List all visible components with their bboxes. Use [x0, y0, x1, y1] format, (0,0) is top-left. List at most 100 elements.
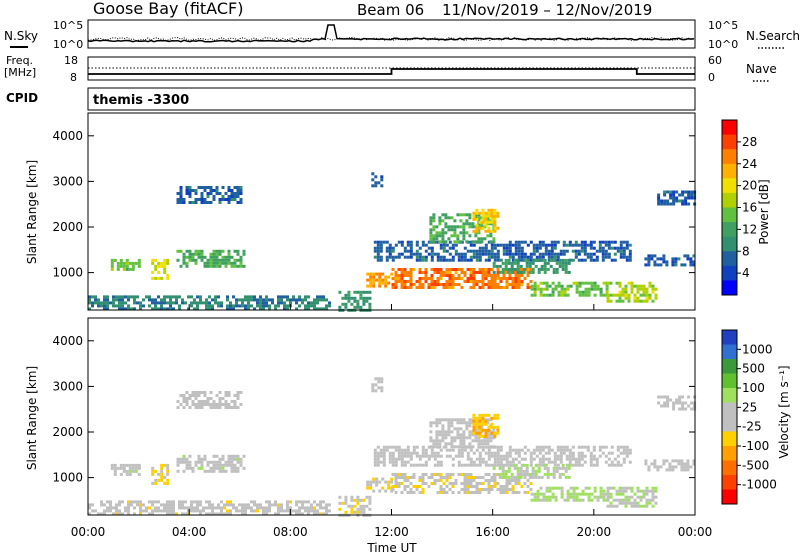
heatmap-cell — [182, 255, 186, 259]
heatmap-cell — [462, 430, 466, 434]
heatmap-cell — [618, 281, 622, 285]
heatmap-cell — [542, 287, 546, 291]
heatmap-cell — [197, 394, 201, 397]
heatmap-cell — [558, 258, 562, 262]
heatmap-cell — [409, 268, 413, 271]
heatmap-cell — [447, 225, 451, 229]
heatmap-cell — [618, 299, 622, 303]
heatmap-cell — [418, 454, 422, 458]
heatmap-cell — [160, 472, 164, 476]
heatmap-cell — [498, 463, 502, 467]
heatmap-cell — [586, 252, 590, 256]
heatmap-cell — [347, 299, 351, 303]
x-tick-label: 04:00 — [172, 525, 207, 539]
heatmap-cell — [469, 460, 473, 464]
heatmap-cell — [268, 509, 271, 513]
heatmap-cell — [262, 512, 265, 516]
heatmap-cell — [487, 413, 491, 417]
heatmap-cell — [538, 460, 542, 464]
heatmap-cell — [493, 255, 497, 259]
heatmap-cell — [220, 506, 223, 510]
heatmap-cell — [148, 500, 151, 504]
heatmap-cell — [487, 482, 491, 485]
heatmap-cell — [436, 280, 440, 283]
heatmap-cell — [545, 486, 549, 490]
heatmap-cell — [625, 448, 629, 452]
heatmap-cell — [230, 469, 234, 473]
heatmap-cell — [463, 252, 467, 256]
heatmap-cell — [445, 258, 449, 262]
heatmap-cell — [624, 498, 628, 502]
heatmap-cell — [233, 261, 237, 265]
heatmap-cell — [415, 488, 419, 491]
heatmap-cell — [621, 498, 625, 502]
heatmap-cell — [176, 192, 180, 195]
heatmap-cell — [454, 479, 458, 482]
heatmap-cell — [674, 257, 678, 261]
heatmap-cell — [546, 466, 550, 470]
heatmap-cell — [511, 448, 515, 452]
heatmap-cell — [233, 186, 237, 189]
heatmap-cell — [642, 290, 646, 294]
heatmap-cell — [493, 229, 497, 233]
heatmap-cell — [535, 246, 539, 250]
heatmap-cell — [466, 488, 470, 491]
heatmap-cell — [388, 460, 392, 464]
heatmap-cell — [209, 460, 213, 464]
heatmap-cell — [587, 495, 591, 499]
heatmap-cell — [142, 304, 145, 308]
heatmap-cell — [592, 445, 596, 449]
heatmap-cell — [537, 267, 541, 271]
heatmap-cell — [124, 295, 127, 299]
heatmap-cell — [268, 307, 271, 311]
heatmap-cell — [656, 263, 660, 267]
heatmap-cell — [224, 406, 228, 409]
heatmap-cell — [666, 401, 670, 405]
heatmap-cell — [301, 506, 304, 510]
heatmap-cell — [185, 264, 189, 268]
heatmap-cell — [387, 480, 391, 484]
heatmap-cell — [577, 451, 581, 455]
heatmap-cell — [511, 457, 515, 461]
heatmap-cell — [203, 469, 207, 473]
heatmap-cell — [185, 403, 189, 406]
heatmap-cell — [625, 246, 629, 250]
heatmap-cell — [118, 509, 121, 513]
heatmap-cell — [540, 258, 544, 262]
heatmap-cell — [139, 506, 142, 510]
heatmap-cell — [212, 252, 216, 256]
heatmap-cell — [493, 454, 497, 458]
heatmap-cell — [657, 401, 661, 405]
heatmap-cell — [475, 425, 479, 429]
heatmap-cell — [397, 268, 401, 271]
heatmap-cell — [580, 451, 584, 455]
heatmap-cell — [212, 454, 216, 458]
heatmap-cell — [313, 512, 316, 516]
heatmap-cell — [684, 199, 688, 203]
heatmap-cell — [130, 503, 133, 507]
heatmap-cell — [636, 287, 640, 291]
heatmap-cell — [628, 243, 632, 247]
heatmap-cell — [460, 463, 464, 467]
heatmap-cell — [662, 462, 666, 466]
heatmap-cell — [179, 189, 183, 192]
heatmap-cell — [687, 395, 691, 399]
heatmap-cell — [508, 274, 512, 277]
heatmap-cell — [427, 240, 431, 244]
heatmap-cell — [630, 501, 634, 505]
heatmap-cell — [310, 503, 313, 507]
heatmap-cell — [244, 512, 247, 516]
heatmap-cell — [581, 492, 585, 496]
heatmap-cell — [501, 475, 505, 479]
heatmap-cell — [215, 261, 219, 265]
heatmap-cell — [502, 246, 506, 250]
heatmap-cell — [604, 445, 608, 449]
heatmap-cell — [538, 243, 542, 247]
heatmap-cell — [286, 298, 289, 302]
heatmap-cell — [539, 290, 543, 294]
colorbar-swatch — [722, 251, 737, 267]
heatmap-cell — [469, 243, 473, 247]
heatmap-cell — [112, 295, 115, 299]
heatmap-cell — [157, 472, 161, 476]
